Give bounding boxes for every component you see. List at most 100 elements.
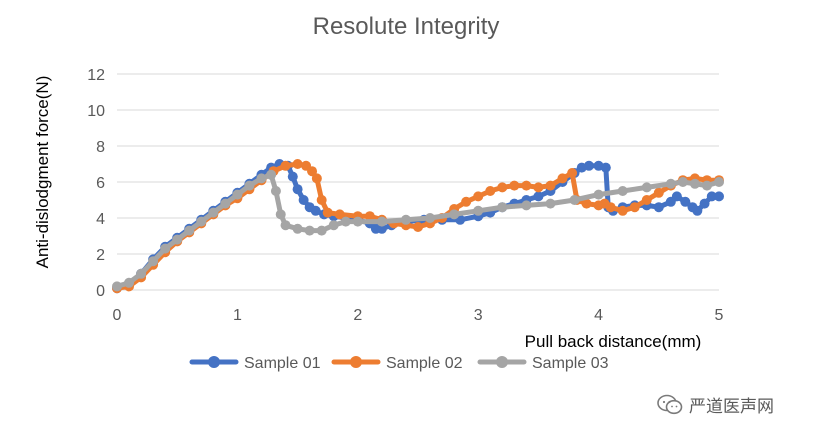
series-3-line xyxy=(114,172,722,289)
series-3-point-6 xyxy=(184,225,195,236)
series-1-point-18 xyxy=(298,195,309,205)
series-3-point-12 xyxy=(256,173,267,184)
series-3-point-13 xyxy=(266,169,277,180)
series-3-point-17 xyxy=(292,223,303,234)
watermark-text: 严道医声网 xyxy=(689,397,774,417)
series-3-point-10 xyxy=(232,189,243,200)
series-2-point-14 xyxy=(280,160,291,171)
legend-label-1: Sample 01 xyxy=(244,355,321,372)
series-1-point-54 xyxy=(680,196,691,207)
x-tick-1: 1 xyxy=(233,307,242,324)
x-tick-4: 4 xyxy=(594,307,603,324)
series-3-point-7 xyxy=(196,216,207,227)
series-3-point-33 xyxy=(617,186,628,196)
series-3-point-8 xyxy=(208,207,219,218)
legend-label-3: Sample 03 xyxy=(532,355,609,372)
series-3-point-18 xyxy=(304,225,315,236)
legend-marker-3 xyxy=(496,356,508,368)
series-3-point-31 xyxy=(569,195,580,205)
series-2-point-47 xyxy=(629,202,640,213)
series-2-point-42 xyxy=(581,198,592,209)
series-3-point-20 xyxy=(328,220,339,231)
series-2-point-20 xyxy=(322,207,333,218)
series-3-point-19 xyxy=(316,225,327,236)
series-3-point-22 xyxy=(352,216,363,227)
series-1-point-45 xyxy=(600,162,611,173)
series-2-point-38 xyxy=(545,180,556,191)
series-3-point-2 xyxy=(136,268,147,279)
series-3-point-21 xyxy=(340,216,351,227)
series-1-point-59 xyxy=(714,191,724,202)
x-tick-2: 2 xyxy=(353,307,362,324)
series-2-point-40 xyxy=(567,168,578,178)
legend: Sample 01 Sample 02 Sample 03 xyxy=(189,355,609,372)
y-tick-8: 8 xyxy=(96,139,105,156)
gridlines xyxy=(117,73,719,291)
series-2-point-18 xyxy=(311,173,322,184)
series-2-point-17 xyxy=(307,166,318,177)
data-series xyxy=(112,159,724,294)
series-2 xyxy=(112,159,724,294)
series-1-point-17 xyxy=(292,184,303,195)
series-3-point-29 xyxy=(521,200,532,211)
series-3-point-32 xyxy=(593,189,604,200)
series-3-point-35 xyxy=(665,178,676,189)
series-3-point-30 xyxy=(545,198,556,209)
y-tick-12: 12 xyxy=(87,67,105,84)
legend-marker-2 xyxy=(350,356,362,368)
x-tick-0: 0 xyxy=(113,307,122,324)
series-2-point-19 xyxy=(316,195,327,205)
series-1-point-20 xyxy=(310,205,321,216)
series-1-point-58 xyxy=(706,191,717,202)
series-3-point-36 xyxy=(677,177,688,187)
series-3-point-15 xyxy=(275,209,286,220)
series-3-point-11 xyxy=(244,180,255,191)
watermark: 严道医声网 xyxy=(657,392,774,417)
chart-title: Resolute Integrity xyxy=(313,13,500,40)
series-2-point-34 xyxy=(497,182,508,193)
series-3-point-14 xyxy=(270,186,281,196)
series-1-point-38 xyxy=(533,191,544,202)
y-tick-0: 0 xyxy=(96,283,105,300)
x-axis-label: Pull back distance(mm) xyxy=(525,332,702,351)
series-2-point-23 xyxy=(364,211,375,222)
series-1-point-43 xyxy=(583,160,594,171)
y-tick-labels: 0 2 4 6 8 10 12 xyxy=(87,67,105,300)
series-2-point-33 xyxy=(485,186,496,196)
x-tick-5: 5 xyxy=(715,307,724,324)
y-axis-label: Anti-dislodgment force(N) xyxy=(33,76,52,269)
series-1-point-57 xyxy=(699,198,710,209)
series-2-point-36 xyxy=(521,180,532,191)
series-3-point-9 xyxy=(220,198,231,209)
y-tick-10: 10 xyxy=(87,103,105,120)
series-3 xyxy=(112,169,724,292)
x-tick-3: 3 xyxy=(474,307,483,324)
series-2-point-49 xyxy=(653,187,664,198)
series-2-point-15 xyxy=(292,159,303,169)
series-2-point-39 xyxy=(557,173,568,184)
series-2-point-35 xyxy=(509,180,520,191)
series-3-point-4 xyxy=(160,243,171,254)
series-3-point-39 xyxy=(714,177,724,187)
x-tick-labels: 0 1 2 3 4 5 xyxy=(113,307,724,324)
series-3-point-3 xyxy=(148,256,159,267)
series-3-point-0 xyxy=(112,281,122,292)
series-2-point-46 xyxy=(617,205,628,216)
series-3-point-26 xyxy=(449,209,460,220)
series-1-point-51 xyxy=(653,202,664,213)
series-2-point-45 xyxy=(605,202,616,213)
series-1-point-27 xyxy=(376,223,387,234)
legend-label-2: Sample 02 xyxy=(386,355,463,372)
series-3-point-28 xyxy=(497,202,508,213)
y-tick-6: 6 xyxy=(96,175,105,192)
series-3-point-1 xyxy=(124,277,135,288)
series-3-point-23 xyxy=(376,216,387,227)
series-3-point-38 xyxy=(701,180,712,191)
series-3-point-24 xyxy=(400,214,411,225)
series-1-point-53 xyxy=(671,191,682,202)
series-1-point-56 xyxy=(692,205,703,216)
series-2-point-37 xyxy=(533,182,544,193)
series-3-point-27 xyxy=(473,205,484,216)
series-2-point-32 xyxy=(473,191,484,202)
